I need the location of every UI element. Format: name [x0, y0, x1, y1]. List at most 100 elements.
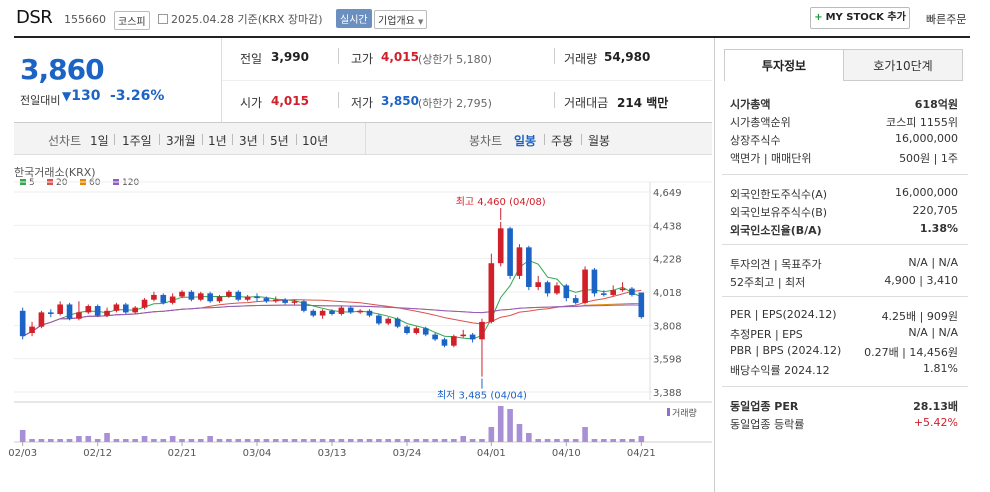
- candle-body: [601, 293, 607, 295]
- volume-bar: [47, 439, 54, 442]
- realtime-badge[interactable]: 실시간: [336, 9, 372, 28]
- candle-body: [310, 310, 317, 316]
- info-label: 배당수익률 2024.12: [730, 364, 830, 377]
- candle-chart-label[interactable]: 봉차트: [469, 134, 503, 148]
- info-value: 0.27배 | 14,456원: [864, 346, 958, 359]
- volume-bar: [169, 436, 176, 442]
- change-value: ▼130: [62, 88, 100, 104]
- open-value: 4,015: [271, 94, 309, 108]
- section-divider: [722, 386, 968, 387]
- tab-1w[interactable]: 1주일: [122, 134, 152, 148]
- candle-body: [619, 288, 626, 291]
- date-text: 2025.04.28 기준(KRX 장마감): [171, 13, 323, 26]
- tab-1d[interactable]: 1일: [90, 134, 109, 148]
- investment-panel: [714, 38, 970, 492]
- volume-bar: [376, 439, 382, 442]
- candle-body: [497, 228, 504, 264]
- info-label: 외국인한도주식수(A): [730, 188, 828, 201]
- tab-weekly[interactable]: 주봉: [551, 134, 574, 148]
- volume-bar: [235, 439, 242, 442]
- tab-monthly[interactable]: 월봉: [588, 134, 611, 148]
- volume-bar: [610, 439, 617, 442]
- low-annotation: 최저 3,485 (04/04): [437, 390, 527, 402]
- x-tick-label: 02/21: [168, 448, 197, 459]
- tab-3m[interactable]: 3개월: [166, 134, 196, 148]
- ma-legend-label: 20: [56, 178, 68, 188]
- tab-investment-info[interactable]: 투자정보: [724, 49, 844, 81]
- x-tick-label: 03/13: [318, 448, 347, 459]
- volume-bar: [160, 439, 167, 442]
- volume-bar: [301, 439, 307, 442]
- my-stock-label: MY STOCK 추가: [825, 12, 906, 23]
- volume-bar: [122, 439, 129, 442]
- volume-bar: [488, 427, 495, 442]
- candle-body: [197, 293, 204, 300]
- line-chart-label[interactable]: 선차트: [48, 134, 82, 148]
- candle-body: [629, 288, 635, 295]
- x-tick-label: 02/12: [83, 448, 112, 459]
- change-amount: 130: [71, 88, 101, 104]
- volume-bar: [310, 439, 317, 442]
- candle-body: [451, 336, 457, 346]
- open-label: 시가: [240, 96, 263, 110]
- candle-body: [544, 282, 551, 294]
- tab-1y[interactable]: 1년: [208, 134, 227, 148]
- volume-bar: [226, 439, 232, 442]
- candle-body: [460, 334, 467, 337]
- candle-body: [207, 293, 213, 302]
- candle-body: [57, 304, 63, 314]
- quote-sep: [338, 48, 339, 64]
- exchange-label: 한국거래소(KRX): [14, 166, 96, 179]
- plus-icon: +: [814, 12, 823, 23]
- info-label: 액면가 | 매매단위: [730, 152, 812, 165]
- volume-bar: [197, 439, 204, 442]
- info-value: 28.13배: [913, 400, 958, 413]
- volume-bar: [319, 439, 326, 442]
- add-my-stock-button[interactable]: + MY STOCK 추가: [810, 7, 910, 29]
- y-tick-label: 4,649: [653, 188, 682, 199]
- volume-bar: [357, 439, 363, 442]
- candle-body: [488, 263, 495, 322]
- price-chart[interactable]: 한국거래소(KRX) 5 20 60 120 4,649 4,438 4,228 4,018…: [0, 160, 712, 492]
- volume-bar: [629, 439, 635, 442]
- upper-limit: (상한가 5,180): [418, 53, 492, 66]
- volume-bar: [216, 439, 223, 442]
- candle-body: [19, 310, 26, 337]
- volume-bars: 거래량: [14, 401, 712, 443]
- volume-bar: [451, 439, 457, 442]
- candle-body: [291, 301, 298, 303]
- tab-10y[interactable]: 10년: [302, 134, 329, 148]
- volume-bar: [151, 439, 157, 442]
- info-value: 코스피 1155위: [886, 116, 958, 129]
- candle-body: [441, 339, 448, 346]
- candle-body: [29, 326, 35, 333]
- candle-body: [254, 296, 260, 299]
- quote-bottom-divider: [14, 122, 712, 123]
- quote-sep: [554, 92, 555, 108]
- tab-3y[interactable]: 3년: [239, 134, 258, 148]
- volume-bar: [422, 439, 429, 442]
- info-label: 시가총액순위: [730, 116, 791, 129]
- x-tick-label: 04/21: [627, 448, 656, 459]
- volume-bar: [526, 433, 532, 442]
- candle-body: [329, 310, 335, 314]
- tab-5y[interactable]: 5년: [270, 134, 289, 148]
- chevron-down-icon: ▼: [418, 18, 424, 26]
- price-box: [14, 38, 222, 122]
- info-label: 동일업종 PER: [730, 400, 799, 413]
- candle-body: [432, 334, 438, 340]
- quick-order-link[interactable]: 빠른주문: [926, 13, 967, 26]
- amount-value: 214 백만: [617, 96, 669, 110]
- candle-body: [526, 247, 532, 288]
- company-overview-button[interactable]: 기업개요 ▼: [374, 10, 428, 29]
- candle-body: [563, 285, 570, 299]
- volume-bar: [141, 436, 148, 442]
- ma-legend-label: 60: [89, 178, 101, 188]
- candle-body: [413, 328, 420, 333]
- volume-bar: [469, 439, 476, 442]
- tab-orderbook[interactable]: 호가10단계: [843, 49, 963, 81]
- volume-bar: [572, 439, 579, 442]
- tab-daily[interactable]: 일봉: [514, 134, 537, 148]
- section-divider: [722, 296, 968, 297]
- quote-sep: [338, 92, 339, 108]
